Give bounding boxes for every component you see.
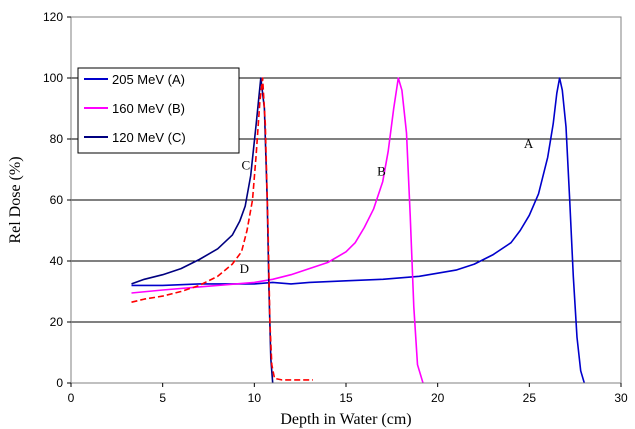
y-tick-label: 60 [50,193,64,207]
series-curves [131,77,586,384]
y-axis-title: Rel Dose (%) [7,156,24,243]
x-tick-label: 30 [614,391,628,405]
x-axis-title: Depth in Water (cm) [280,411,411,428]
y-tick-label: 120 [43,10,63,24]
x-tick-label: 0 [68,391,75,405]
x-tick-label: 5 [159,391,166,405]
legend-label: 205 MeV (A) [112,72,185,87]
series-line-B [131,77,424,384]
x-tick-label: 15 [339,391,353,405]
y-tick-label: 0 [56,376,63,390]
curve-label-A: A [524,136,534,151]
x-tick-label: 20 [431,391,445,405]
legend-label: 160 MeV (B) [112,101,185,116]
y-axis-ticks: 0 20 40 60 80 100 120 [43,10,71,390]
legend: 205 MeV (A) 160 MeV (B) 120 MeV (C) [77,67,240,154]
series-line-D [131,77,313,381]
y-tick-label: 100 [43,71,63,85]
x-tick-label: 10 [248,391,262,405]
curve-label-D: D [240,261,249,276]
y-tick-label: 80 [50,132,64,146]
curve-label-B: B [377,164,386,179]
x-tick-label: 25 [523,391,537,405]
curve-labels: A B C D [240,136,534,276]
x-axis-ticks: 0 5 10 15 20 25 30 [68,383,628,405]
legend-box [77,67,240,154]
y-tick-label: 20 [50,315,64,329]
legend-label: 120 MeV (C) [112,130,186,145]
curve-label-C: C [242,158,251,173]
y-tick-label: 40 [50,254,64,268]
